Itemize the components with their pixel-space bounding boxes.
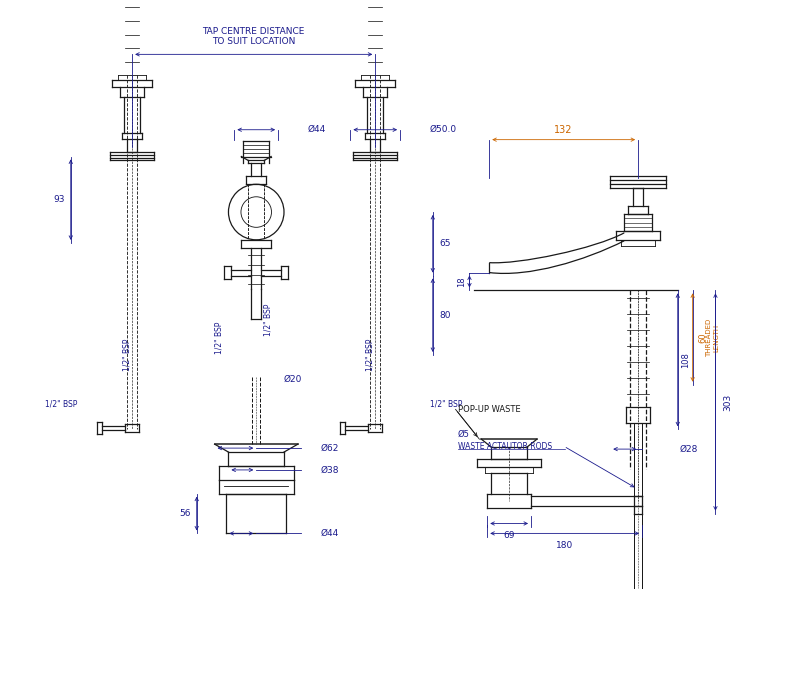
Text: 56: 56 [179,509,191,518]
Text: 18: 18 [457,276,466,287]
Text: Ø44: Ø44 [308,125,326,134]
Text: 1/2" BSP: 1/2" BSP [430,400,462,409]
Text: Ø28: Ø28 [680,445,698,454]
Text: 180: 180 [556,540,573,550]
Text: 65: 65 [439,239,450,249]
Text: Ø44: Ø44 [320,529,339,538]
Text: 69: 69 [504,531,515,540]
Text: Ø38: Ø38 [320,465,339,475]
Text: 1/2" BSP: 1/2" BSP [214,322,223,354]
Text: 132: 132 [555,125,573,134]
Text: Ø62: Ø62 [320,443,339,453]
Text: 1/2" BSP: 1/2" BSP [122,339,132,371]
Text: 80: 80 [439,311,450,320]
Text: 1/2" BSP: 1/2" BSP [366,339,375,371]
Text: WASTE ACTAUTOR RODS: WASTE ACTAUTOR RODS [457,441,551,451]
Text: 303: 303 [723,393,732,411]
Text: 93: 93 [53,195,65,204]
Text: 1/2" BSP: 1/2" BSP [264,304,272,336]
Text: 60: 60 [698,332,707,343]
Text: 108: 108 [681,352,690,368]
Text: POP-UP WASTE: POP-UP WASTE [457,405,520,414]
Text: Ø20: Ø20 [284,375,303,384]
Text: THREADED
LENGTH: THREADED LENGTH [706,318,719,356]
Text: 1/2" BSP: 1/2" BSP [45,400,78,409]
Text: TAP CENTRE DISTANCE
TO SUIT LOCATION: TAP CENTRE DISTANCE TO SUIT LOCATION [203,26,305,46]
Text: Ø5: Ø5 [457,430,470,439]
Text: Ø50.0: Ø50.0 [430,125,457,134]
